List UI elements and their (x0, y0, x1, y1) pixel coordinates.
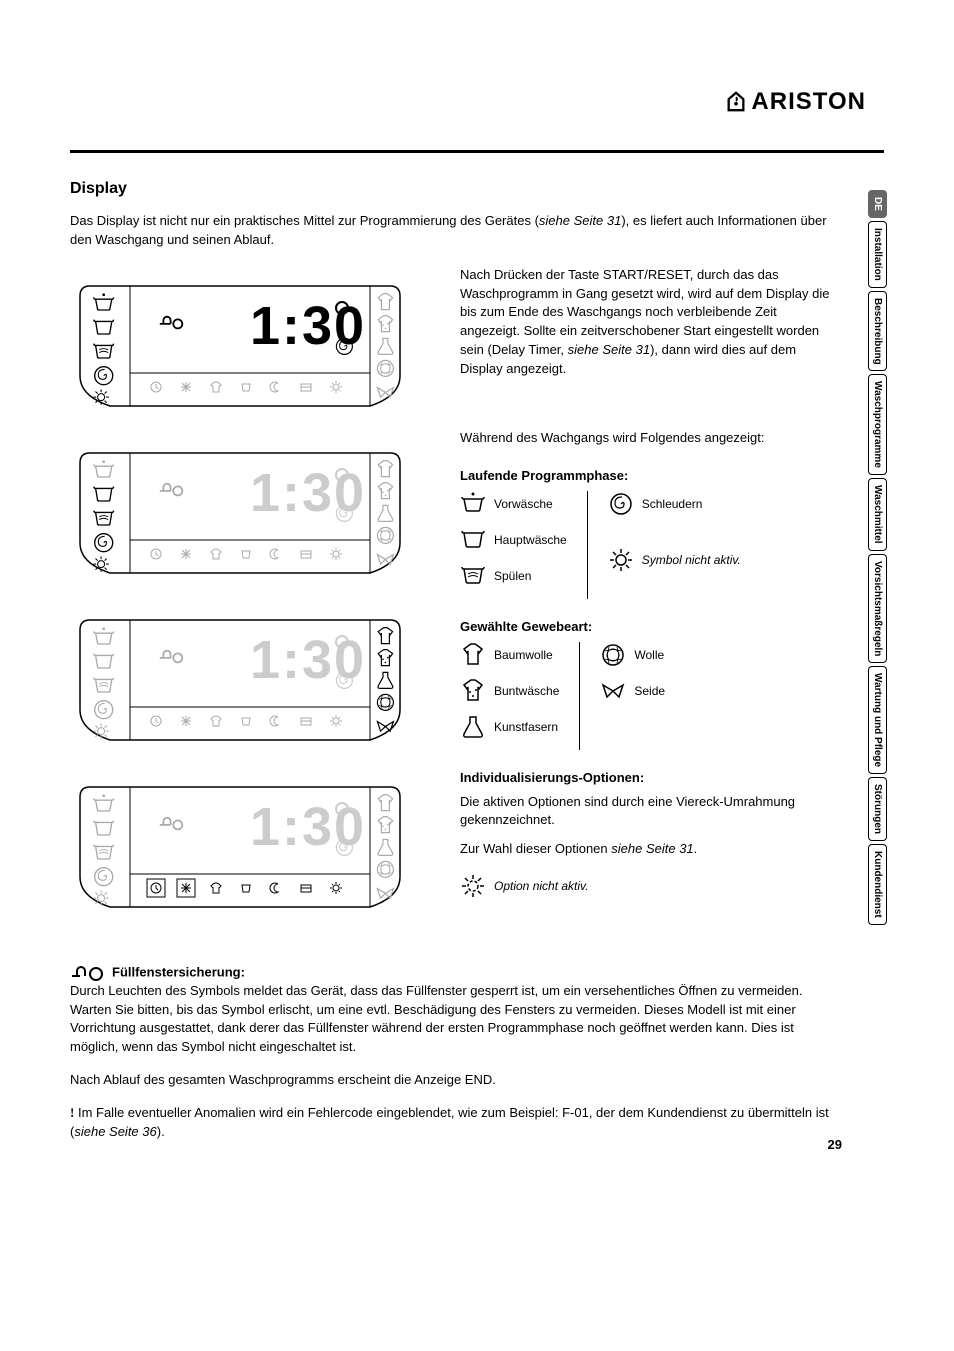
page-number: 29 (828, 1137, 842, 1152)
option-inactive-row: Option nicht aktiv. (460, 873, 840, 899)
bunt-icon (460, 678, 486, 704)
svg-text:1:30: 1:30 (250, 630, 366, 690)
phase-rinse: Spülen (460, 563, 567, 589)
tab-de[interactable]: DE (868, 190, 887, 218)
sun-icon (608, 547, 634, 573)
intro-ref: siehe Seite 31 (539, 213, 621, 228)
options-para-2: Zur Wahl dieser Optionen siehe Seite 31. (460, 840, 840, 859)
cotton-icon (460, 642, 486, 668)
fabric-silk: Seide (600, 678, 665, 704)
right-column: Nach Drücken der Taste START/RESET, durc… (460, 266, 840, 934)
tab-beschreibung[interactable]: Beschreibung (868, 291, 887, 372)
phase-spin: Schleudern (608, 491, 741, 517)
fabric-cotton: Baumwolle (460, 642, 559, 668)
display-panel-4: 1:30 (70, 767, 410, 917)
tab-wartung[interactable]: Wartung und Pflege (868, 666, 887, 774)
page: ARISTON DE Installation Beschreibung Was… (0, 0, 954, 1192)
header-rule (70, 150, 884, 153)
fabric-grid: Baumwolle Buntwäsche Kunstfasern (460, 642, 840, 750)
fabric-wool: Wolle (600, 642, 665, 668)
tab-waschmittel[interactable]: Waschmittel (868, 478, 887, 551)
mainwash-icon (460, 527, 486, 553)
para-during: Während des Wachgangs wird Folgendes ang… (460, 429, 840, 448)
svg-text:1:30: 1:30 (250, 797, 366, 857)
fabric-synth: Kunstfasern (460, 714, 559, 740)
display-illustrations: 1:30 (70, 266, 430, 934)
fuell-heading: Füllfenstersicherung: (70, 964, 840, 982)
silk-icon (600, 678, 626, 704)
heading-fabric: Gewählte Gewebeart: (460, 619, 840, 634)
wool-icon (600, 642, 626, 668)
tab-kundendienst[interactable]: Kundendienst (868, 844, 887, 925)
display-panel-1: 1:30 (70, 266, 410, 416)
brand-logo: ARISTON (725, 88, 866, 116)
rinse-icon (460, 563, 486, 589)
para-start-reset: Nach Drücken der Taste START/RESET, durc… (460, 266, 840, 379)
sun-dash-icon (460, 873, 486, 899)
phase-prewash: Vorwäsche (460, 491, 567, 517)
display-panel-3: 1:30 (70, 600, 410, 750)
spin-icon (608, 491, 634, 517)
options-para-1: Die aktiven Optionen sind durch eine Vie… (460, 793, 840, 831)
side-tabs: DE Installation Beschreibung Waschprogra… (868, 190, 892, 928)
prewash-icon (460, 491, 486, 517)
tab-stoerungen[interactable]: Störungen (868, 777, 887, 841)
display-panel-2: 1:30 (70, 433, 410, 583)
lock-icon (70, 964, 106, 982)
fuell-para-2: Nach Ablauf des gesamten Waschprogramms … (70, 1071, 840, 1090)
tab-vorsichtsmassregeln[interactable]: Vorsichtsmaßregeln (868, 554, 887, 663)
brand-icon (725, 90, 747, 112)
heading-options: Individualisierungs-Optionen: (460, 770, 840, 785)
page-title: Display (70, 180, 840, 198)
svg-text:1:30: 1:30 (250, 296, 366, 356)
heading-phase: Laufende Programmphase: (460, 468, 840, 483)
anomaly-para: ! Im Falle eventueller Anomalien wird ei… (70, 1104, 840, 1142)
synth-icon (460, 714, 486, 740)
phase-grid: Vorwäsche Hauptwäsche Spülen (460, 491, 840, 599)
tab-installation[interactable]: Installation (868, 221, 887, 288)
tab-waschprogramme[interactable]: Waschprogramme (868, 374, 887, 475)
svg-text:1:30: 1:30 (250, 463, 366, 523)
phase-mainwash: Hauptwäsche (460, 527, 567, 553)
phase-inactive: Symbol nicht aktiv. (608, 547, 741, 573)
intro-para: Das Display ist nicht nur ein praktische… (70, 212, 840, 250)
fabric-bunt: Buntwäsche (460, 678, 559, 704)
fuell-para-1: Durch Leuchten des Symbols meldet das Ge… (70, 982, 840, 1057)
brand-text: ARISTON (751, 88, 866, 115)
intro-text-1: Das Display ist nicht nur ein praktische… (70, 213, 539, 228)
content: Display Das Display ist nicht nur ein pr… (70, 180, 840, 1142)
